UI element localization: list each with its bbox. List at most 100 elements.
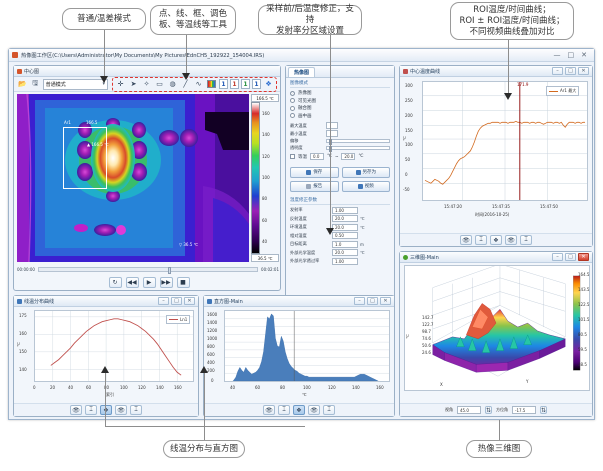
visibility-toggle-2-icon[interactable]: 👁	[115, 405, 127, 415]
three-d-cbtick: 164.5	[578, 272, 590, 277]
line-xtick: 100	[120, 385, 128, 390]
tab-thermal-image[interactable]: 热像图	[288, 67, 316, 77]
elevation-stepper[interactable]: ⇅	[485, 406, 492, 414]
save-as-button[interactable]: 另存为	[341, 166, 390, 178]
checkbox-icon[interactable]	[290, 154, 295, 159]
video-button[interactable]: 视频	[341, 180, 390, 192]
minimize-icon[interactable]: –	[158, 297, 169, 305]
maximize-icon[interactable]: □	[171, 297, 182, 305]
visibility-toggle-2-icon[interactable]: 👁	[308, 405, 320, 415]
param-value[interactable]: 20.0	[332, 215, 358, 222]
three-d-cbtick: 143.5	[578, 287, 590, 292]
fusion-offset-slider[interactable]	[326, 139, 390, 145]
param-value[interactable]: 1.0	[332, 240, 358, 248]
cursor-tool-icon[interactable]: ✛	[117, 80, 124, 88]
isotherm-to-field[interactable]: 20.0	[341, 153, 356, 160]
palette-tool-icon[interactable]	[206, 79, 217, 90]
cursor-toggle-2-icon[interactable]: ⌶	[130, 405, 142, 415]
close-icon[interactable]: ✕	[578, 253, 589, 261]
play-button[interactable]: ▶	[142, 277, 156, 288]
visibility-toggle-icon[interactable]: 👁	[460, 235, 472, 245]
curve-plot-area[interactable]	[422, 81, 588, 201]
param-value[interactable]: 20.0	[332, 223, 358, 231]
open-file-icon[interactable]: 📂	[18, 80, 27, 88]
maximize-icon[interactable]: □	[367, 297, 378, 305]
minimize-icon[interactable]: –	[552, 253, 563, 261]
save-button[interactable]: 保存	[290, 166, 339, 178]
point-tool-icon[interactable]: ✧	[143, 80, 150, 88]
minimize-button[interactable]: —	[553, 51, 561, 59]
line-xtick: 0	[33, 385, 36, 390]
prev-frame-button[interactable]: ◀◀	[125, 277, 139, 288]
isotherm-3-icon[interactable]: 1	[241, 79, 251, 89]
mode-option-pip[interactable]: 画中画	[290, 113, 390, 119]
hist-ytick: 600	[207, 352, 215, 357]
save-file-icon[interactable]: 🖫	[32, 78, 39, 87]
line-tool-icon[interactable]: ╱	[183, 80, 188, 88]
colorbar-strip[interactable]: 160 140 120 100 80 60 40	[251, 102, 279, 254]
roi-rectangle[interactable]	[63, 127, 107, 189]
mode-option-thermal[interactable]: 热像图	[290, 90, 390, 96]
line-temperature-window: 线温分布曲线 – □ ✕	[13, 295, 199, 417]
azimuth-field[interactable]: -17.5	[512, 406, 536, 414]
azimuth-stepper[interactable]: ⇅	[540, 406, 547, 414]
maximize-icon[interactable]: □	[565, 67, 576, 75]
stop-button[interactable]: ■	[176, 277, 190, 288]
display-mode-select[interactable]: 普通模式 ▾	[42, 78, 109, 90]
visibility-toggle-2-icon[interactable]: 👁	[505, 235, 517, 245]
close-icon[interactable]: ✕	[380, 297, 391, 305]
isotherm-from-field[interactable]: 0.0	[310, 153, 324, 160]
three-d-plot-area[interactable]	[404, 263, 590, 391]
close-button[interactable]: ✕	[581, 51, 587, 59]
report-button-label: 报告	[313, 184, 323, 189]
cursor-toggle-2-icon[interactable]: ⌶	[323, 405, 335, 415]
hist-xtick: 100	[303, 385, 311, 390]
minimize-icon[interactable]: –	[552, 67, 563, 75]
minimize-icon[interactable]: –	[354, 297, 365, 305]
isotherm-2-icon[interactable]: 1	[230, 79, 240, 89]
thermal-window-titlebar: 中心图	[14, 66, 280, 77]
fusion-min-field[interactable]	[326, 130, 338, 137]
ellipse-tool-icon[interactable]: ◍	[169, 80, 176, 88]
replay-button[interactable]: ↻	[108, 277, 122, 288]
report-button[interactable]: 报告	[290, 180, 339, 192]
center-temperature-curve-window: 中心温度曲线 – □ ✕	[399, 65, 593, 247]
isotherm-1-icon[interactable]: 1	[219, 79, 229, 89]
rect-tool-icon[interactable]: ▭	[156, 80, 163, 88]
settings-icon[interactable]: ❖	[490, 235, 502, 245]
param-value[interactable]: 20.0	[332, 249, 358, 256]
maximize-button[interactable]: □	[567, 51, 575, 59]
close-icon[interactable]: ✕	[184, 297, 195, 305]
fusion-max-field[interactable]	[326, 122, 338, 129]
three-d-controls: 视角 45.0 ⇅ 方位角 -17.5 ⇅	[400, 403, 592, 416]
thermal-image[interactable]: Ar1 166.5 ▲ 166.5 ℃ ▽ 36.5 ℃	[17, 94, 249, 262]
param-value[interactable]: 1.00	[332, 206, 358, 214]
leader-line-hist-h	[105, 426, 305, 427]
mode-option-visible[interactable]: 可见光图	[290, 98, 390, 104]
param-value[interactable]: 0.50	[332, 232, 358, 239]
settings-tool-icon[interactable]: ❖	[265, 80, 272, 88]
mode-option-fusion[interactable]: 融合图	[290, 105, 390, 111]
settings-icon[interactable]: ❖	[100, 405, 112, 415]
histogram-plot-area[interactable]	[224, 310, 390, 382]
hist-ytick: 800	[207, 344, 215, 349]
visibility-toggle-icon[interactable]: 👁	[263, 405, 275, 415]
polyline-tool-icon[interactable]: ∿	[195, 80, 202, 88]
cursor-toggle-icon[interactable]: ⌶	[85, 405, 97, 415]
cursor-toggle-2-icon[interactable]: ⌶	[520, 235, 532, 245]
isotherm-4-icon[interactable]: 1	[252, 79, 262, 89]
cursor-toggle-icon[interactable]: ⌶	[278, 405, 290, 415]
seek-slider[interactable]	[37, 266, 259, 274]
pointer-tool-icon[interactable]: ➤	[130, 80, 137, 88]
maximize-icon[interactable]: □	[565, 253, 576, 261]
isotherm-row[interactable]: 等温 0.0 ℃ ~ 20.0 ℃	[290, 153, 390, 160]
cursor-toggle-icon[interactable]: ⌶	[475, 235, 487, 245]
visibility-toggle-icon[interactable]: 👁	[70, 405, 82, 415]
settings-icon[interactable]: ❖	[293, 405, 305, 415]
elevation-field[interactable]: 45.0	[457, 406, 481, 414]
close-icon[interactable]: ✕	[578, 67, 589, 75]
param-value[interactable]: 1.00	[332, 257, 358, 265]
seek-thumb[interactable]	[167, 266, 171, 274]
next-frame-button[interactable]: ▶▶	[159, 277, 173, 288]
fusion-opacity-slider[interactable]	[326, 146, 390, 152]
